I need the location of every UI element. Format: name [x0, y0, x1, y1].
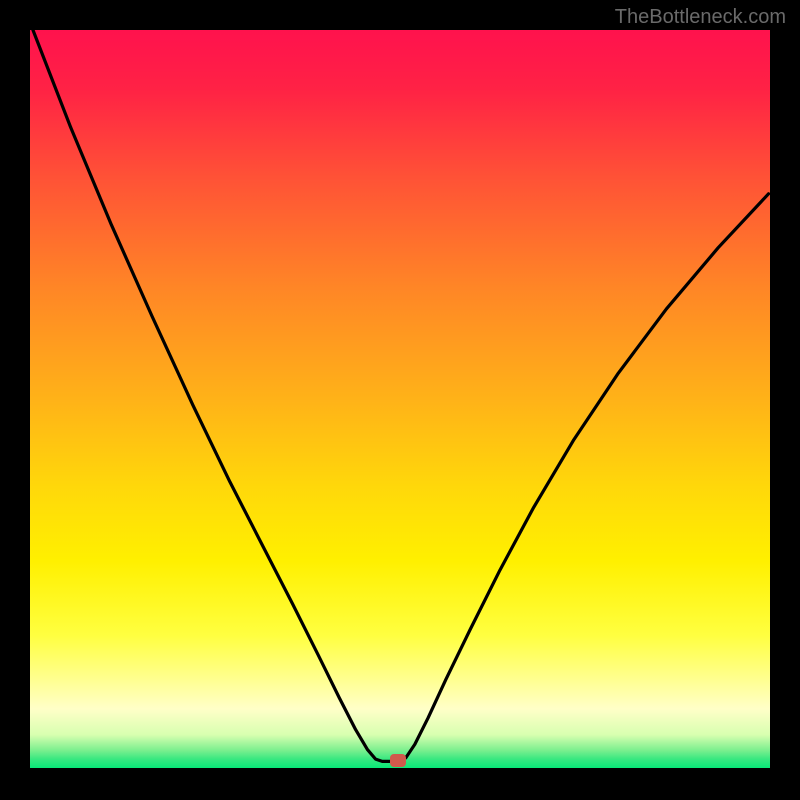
watermark-text: TheBottleneck.com — [615, 6, 786, 29]
chart-svg — [30, 30, 770, 768]
plot-area — [30, 30, 770, 768]
optimal-point-marker — [390, 754, 406, 767]
chart-container: TheBottleneck.com — [0, 0, 800, 800]
gradient-background — [30, 30, 770, 768]
